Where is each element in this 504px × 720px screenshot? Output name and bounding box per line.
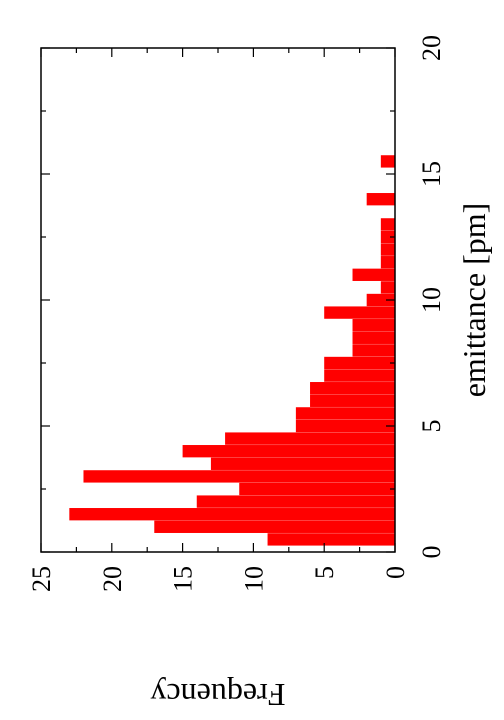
histogram-bar [352, 331, 395, 344]
histogram-bar [366, 193, 395, 206]
x-tick-label: 0 [417, 546, 446, 559]
y-tick-label: 5 [310, 566, 339, 579]
histogram-bar [225, 432, 395, 445]
histogram-bar [352, 344, 395, 357]
histogram-bars [69, 155, 395, 546]
histogram-bar [380, 243, 395, 256]
histogram-bar [210, 457, 395, 470]
y-tick-label: 15 [169, 566, 198, 592]
histogram-bar [182, 445, 395, 458]
histogram-bar [380, 218, 395, 231]
histogram-bar [310, 394, 395, 407]
histogram-bar [324, 306, 395, 319]
plot-frame [40, 47, 396, 553]
histogram-bar [380, 155, 395, 168]
histogram-bar [352, 268, 395, 281]
y-tick-label: 20 [98, 566, 127, 592]
histogram-bar [324, 369, 395, 382]
histogram-bar [267, 533, 395, 546]
histogram-bar [380, 230, 395, 244]
y-axis-label: Frequency [150, 677, 285, 713]
histogram-bar [295, 407, 395, 420]
histogram-bar [324, 356, 395, 370]
x-tick-label: 5 [417, 420, 446, 433]
histogram-bar [196, 495, 395, 508]
histogram-bar [83, 470, 395, 483]
histogram-bar [154, 520, 395, 533]
x-axis-label: emittance [pm] [456, 203, 492, 398]
histogram-bar [239, 482, 395, 496]
histogram-bar [310, 382, 395, 395]
x-tick-label: 10 [417, 287, 446, 313]
histogram-bar [352, 319, 395, 332]
y-tick-labels: 0 5 10 15 20 25 [27, 566, 410, 592]
x-tick-labels: 0 5 10 15 20 [417, 35, 446, 559]
y-tick-label: 25 [27, 566, 56, 592]
y-tick-label: 10 [239, 566, 268, 592]
x-tick-label: 20 [417, 35, 446, 61]
histogram-bar [380, 256, 395, 269]
histogram-bar [295, 419, 395, 433]
histogram-bar [380, 281, 395, 294]
histogram-bar [366, 293, 395, 307]
x-tick-label: 15 [417, 161, 446, 187]
histogram-bar [69, 508, 395, 521]
y-tick-label: 0 [381, 566, 410, 579]
